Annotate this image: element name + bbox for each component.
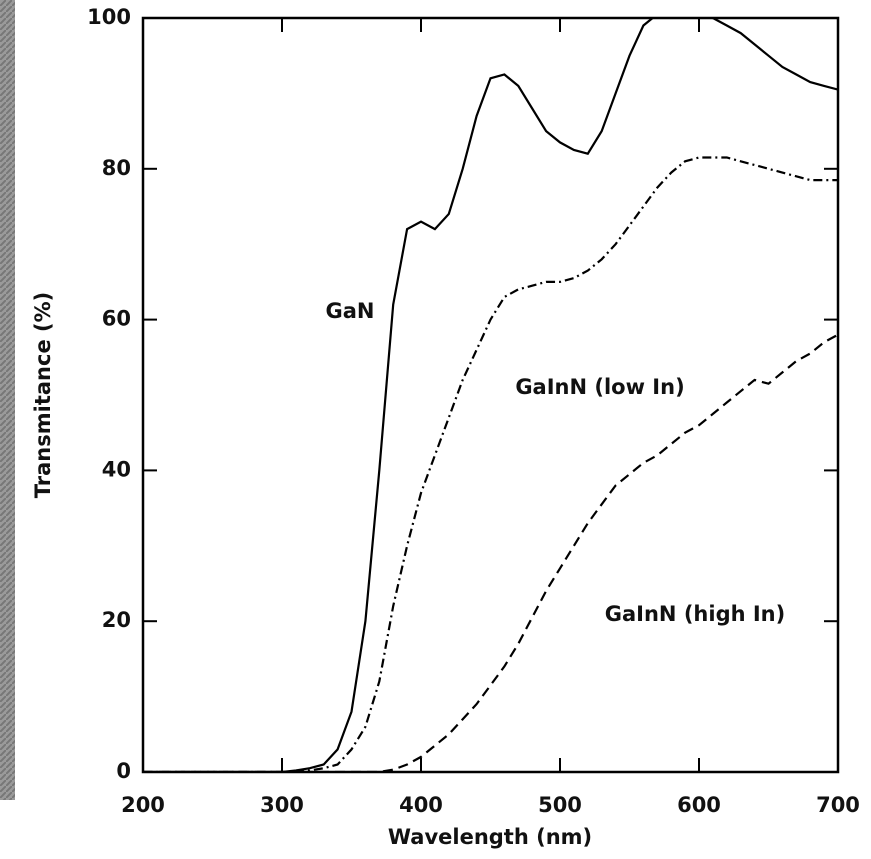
x-axis-label: Wavelength (nm) [388, 825, 592, 849]
series-line [143, 156, 838, 772]
x-tick-label: 500 [538, 793, 582, 817]
y-tick-label: 80 [102, 156, 131, 180]
series-line [143, 333, 838, 772]
series-line [143, 18, 838, 772]
y-tick-label: 40 [102, 457, 131, 481]
series-label: GaInN (low In) [515, 375, 684, 399]
series-label: GaInN (high In) [605, 602, 785, 626]
series-label: GaN [326, 299, 375, 323]
y-axis-label: Transmitance (%) [31, 292, 55, 498]
x-tick-label: 400 [399, 793, 443, 817]
plot-frame [141, 16, 840, 774]
image-edge [0, 0, 15, 800]
x-tick-label: 700 [816, 793, 860, 817]
x-tick-label: 200 [121, 793, 165, 817]
x-tick-label: 600 [677, 793, 721, 817]
y-tick-label: 20 [102, 608, 131, 632]
y-tick-label: 100 [87, 5, 131, 29]
y-tick-label: 60 [102, 307, 131, 331]
y-tick-label: 0 [116, 759, 131, 783]
x-tick-label: 300 [260, 793, 304, 817]
